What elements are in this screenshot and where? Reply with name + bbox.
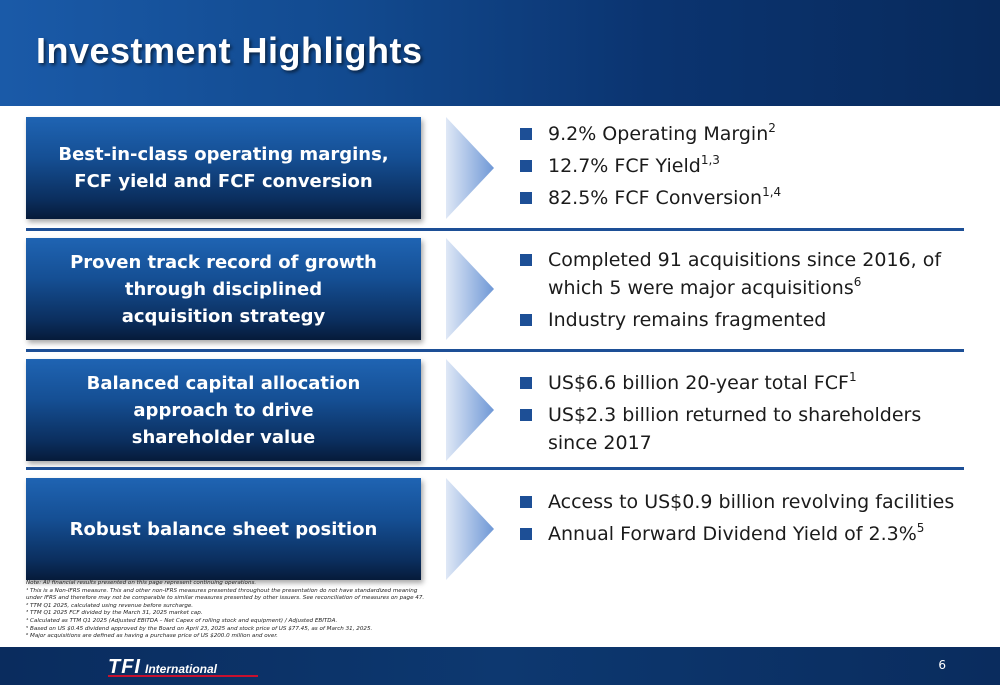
bullet-item: US$6.6 billion 20-year total FCF1 <box>520 369 960 397</box>
chevron-right-icon <box>446 478 494 580</box>
highlight-label-line: through disciplined <box>124 278 323 300</box>
highlight-label-box-4: Robust balance sheet position <box>26 478 421 580</box>
highlight-label-line: acquisition strategy <box>121 305 326 327</box>
footnote-line: ² TTM Q1 2025, calculated using revenue … <box>26 602 194 609</box>
square-bullet-icon <box>520 254 532 266</box>
bullet-item: 9.2% Operating Margin2 <box>520 120 960 148</box>
highlight-bullets-4: Access to US$0.9 billion revolving facil… <box>520 488 960 552</box>
footnote-line: ⁵ Based on US $0.45 dividend approved by… <box>26 625 373 632</box>
square-bullet-icon <box>520 377 532 389</box>
footnote-line: ⁴ Calculated as TTM Q1 2025 (Adjusted EB… <box>26 617 338 624</box>
highlight-label-line: shareholder value <box>131 426 316 448</box>
footnotes: Note: All financial results presented on… <box>26 580 626 641</box>
bullet-item: 82.5% FCF Conversion1,4 <box>520 184 960 212</box>
highlight-bullets-3: US$6.6 billion 20-year total FCF1 US$2.3… <box>520 369 960 461</box>
section-divider <box>26 349 964 352</box>
bullet-item: US$2.3 billion returned to shareholders … <box>520 401 960 457</box>
highlight-label-line: Best-in-class operating margins, <box>58 144 389 165</box>
tfi-logo: TFI International <box>108 655 258 678</box>
square-bullet-icon <box>520 496 532 508</box>
square-bullet-icon <box>520 409 532 421</box>
square-bullet-icon <box>520 314 532 326</box>
footnote-line: ¹ This is a Non-IFRS measure. This and o… <box>26 587 418 594</box>
bullet-item: Completed 91 acquisitions since 2016, of… <box>520 246 960 302</box>
highlight-label-line: FCF yield and FCF conversion <box>74 171 373 192</box>
highlight-label-line: Proven track record of growth <box>70 251 377 273</box>
footnote-line: under IFRS and therefore may not be comp… <box>26 595 425 602</box>
page-number: 6 <box>938 658 946 672</box>
footnote-line: Note: All financial results presented on… <box>26 580 257 586</box>
bullet-item: Access to US$0.9 billion revolving facil… <box>520 488 960 516</box>
square-bullet-icon <box>520 160 532 172</box>
highlight-label-box-3: Balanced capital allocation approach to … <box>26 359 421 461</box>
chevron-right-icon <box>446 359 494 461</box>
bullet-item: Industry remains fragmented <box>520 306 960 334</box>
chevron-right-icon <box>446 238 494 340</box>
chevron-right-icon <box>446 117 494 219</box>
logo-subtext: International <box>145 662 218 676</box>
logo-wordmark: TFI <box>108 655 141 678</box>
logo-underline <box>108 675 258 677</box>
square-bullet-icon <box>520 128 532 140</box>
page-title: Investment Highlights <box>36 30 423 71</box>
highlight-label-line: Robust balance sheet position <box>69 518 378 540</box>
bullet-item: Annual Forward Dividend Yield of 2.3%5 <box>520 520 960 548</box>
highlight-label-line: Balanced capital allocation <box>86 372 361 394</box>
square-bullet-icon <box>520 192 532 204</box>
highlight-bullets-2: Completed 91 acquisitions since 2016, of… <box>520 246 960 338</box>
highlight-label-box-1: Best-in-class operating margins, FCF yie… <box>26 117 421 219</box>
footnote-line: ³ TTM Q1 2025 FCF divided by the March 3… <box>26 610 203 617</box>
slide-footer: TFI International 6 <box>0 647 1000 685</box>
slide-header: Investment Highlights <box>0 0 1000 106</box>
bullet-item: 12.7% FCF Yield1,3 <box>520 152 960 180</box>
section-divider <box>26 228 964 231</box>
footnote-line: ⁶ Major acquisitions are defined as havi… <box>26 633 278 640</box>
highlight-label-box-2: Proven track record of growth through di… <box>26 238 421 340</box>
square-bullet-icon <box>520 528 532 540</box>
section-divider <box>26 467 964 470</box>
highlight-bullets-1: 9.2% Operating Margin2 12.7% FCF Yield1,… <box>520 120 960 216</box>
highlight-label-line: approach to drive <box>133 399 314 421</box>
